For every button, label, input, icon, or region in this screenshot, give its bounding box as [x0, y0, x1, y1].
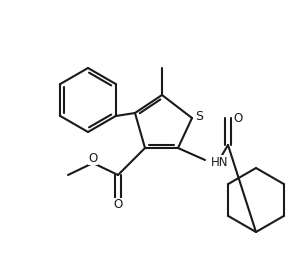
- Text: HN: HN: [211, 156, 228, 168]
- Text: S: S: [195, 109, 203, 123]
- Text: O: O: [233, 111, 242, 125]
- Text: O: O: [88, 151, 98, 165]
- Text: O: O: [113, 198, 123, 212]
